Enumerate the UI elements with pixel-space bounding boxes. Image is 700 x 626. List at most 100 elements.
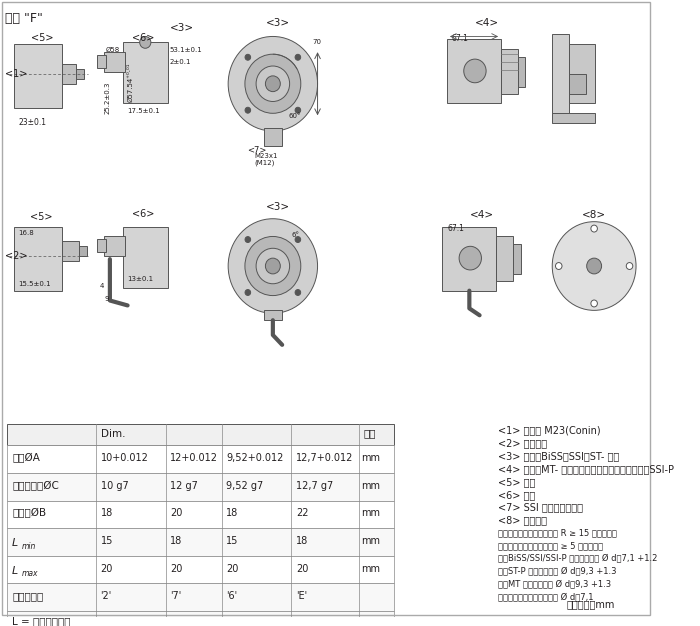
Bar (8, 473, 394, 501)
Circle shape (552, 222, 636, 310)
Text: max: max (22, 570, 38, 578)
Text: 25.2±0.3: 25.2±0.3 (104, 82, 111, 115)
Text: 使用BiSS/SSI/SSI-P 接口时的电缆 Ø d：7,1 +1.2: 使用BiSS/SSI/SSI-P 接口时的电缆 Ø d：7,1 +1.2 (498, 554, 657, 563)
Text: min: min (22, 542, 36, 551)
Text: 10+0.012: 10+0.012 (101, 453, 148, 463)
Text: <7>: <7> (247, 146, 266, 155)
Circle shape (626, 262, 633, 269)
Text: 20: 20 (170, 508, 183, 518)
Text: L: L (12, 538, 18, 548)
Text: <4> 接口；MT- 并行（仅适用电缆）、现场总线、SSI-P: <4> 接口；MT- 并行（仅适用电缆）、现场总线、SSI-P (498, 464, 674, 474)
Text: mm: mm (361, 453, 380, 463)
Text: mm: mm (361, 536, 380, 546)
Text: 盲轴ØA: 盲轴ØA (12, 453, 40, 463)
Bar (97, 55, 106, 68)
Circle shape (245, 54, 251, 60)
Bar (569, 44, 595, 103)
Bar (104, 237, 125, 256)
Circle shape (295, 107, 301, 113)
Text: '2': '2' (101, 591, 112, 601)
Text: 'E': 'E' (296, 591, 307, 601)
Text: <7> SSI 可选括号内的值: <7> SSI 可选括号内的值 (498, 503, 583, 513)
Text: 9,52 g7: 9,52 g7 (226, 481, 263, 491)
Text: 12+0.012: 12+0.012 (170, 453, 218, 463)
Text: 20: 20 (101, 563, 113, 573)
Text: 53.1±0.1: 53.1±0.1 (169, 48, 202, 53)
Circle shape (256, 249, 290, 284)
Circle shape (265, 258, 280, 274)
Text: 13±0.1: 13±0.1 (127, 276, 154, 282)
Text: <8> 客户端面: <8> 客户端面 (498, 515, 547, 525)
Text: 盲轴 "F": 盲轴 "F" (5, 12, 43, 25)
Text: 2±0.1: 2±0.1 (169, 59, 191, 65)
Text: 70: 70 (312, 39, 321, 46)
Circle shape (265, 76, 280, 91)
Bar (8, 583, 394, 611)
Bar (8, 611, 394, 626)
Circle shape (245, 290, 251, 295)
Text: 67.1: 67.1 (447, 223, 464, 233)
Text: <6>: <6> (132, 209, 155, 219)
Text: L: L (12, 565, 18, 575)
Bar (8, 445, 394, 473)
Text: 12,7+0.012: 12,7+0.012 (296, 453, 354, 463)
Text: <4>: <4> (475, 18, 499, 28)
Bar (552, 34, 569, 113)
Bar (263, 310, 282, 321)
Bar (8, 556, 394, 583)
Bar (123, 227, 167, 288)
Text: <5> 轴向: <5> 轴向 (498, 477, 536, 487)
Circle shape (228, 218, 318, 313)
Text: 16.8: 16.8 (19, 230, 34, 235)
Text: mm: mm (361, 563, 380, 573)
Circle shape (295, 237, 301, 242)
Text: <8>: <8> (582, 210, 606, 220)
Bar (496, 237, 513, 281)
Bar (62, 242, 79, 261)
Bar (8, 424, 394, 445)
Text: <1>: <1> (5, 69, 27, 79)
Text: '6': '6' (226, 591, 237, 601)
Bar (104, 52, 125, 72)
Text: 22: 22 (296, 508, 309, 518)
Text: <3>: <3> (265, 202, 290, 212)
Bar (501, 49, 518, 94)
Text: 18: 18 (296, 536, 309, 546)
Text: 20: 20 (170, 563, 183, 573)
Bar (518, 57, 525, 87)
Circle shape (245, 54, 301, 113)
Text: <3>: <3> (265, 18, 290, 28)
Text: <3> 接口：BiSS、SSI、ST- 并行: <3> 接口：BiSS、SSI、ST- 并行 (498, 451, 620, 461)
Text: 67.1: 67.1 (452, 34, 468, 43)
Text: mm: mm (361, 508, 380, 518)
Text: mm: mm (361, 481, 380, 491)
Bar (62, 64, 76, 84)
Bar (552, 113, 595, 123)
Bar (8, 528, 394, 556)
Text: 9: 9 (104, 295, 108, 302)
Bar (79, 246, 87, 256)
Text: 弹性安装时的电缆弯曲半径 R ≥ 15 倍电缆直径: 弹性安装时的电缆弯曲半径 R ≥ 15 倍电缆直径 (498, 528, 617, 537)
Text: 10 g7: 10 g7 (101, 481, 128, 491)
Text: 20: 20 (296, 563, 309, 573)
Circle shape (245, 237, 251, 242)
Circle shape (587, 258, 601, 274)
Text: <6> 径向: <6> 径向 (498, 490, 536, 500)
Text: 使用MT 接口时的电缆 Ø d：9,3 +1.3: 使用MT 接口时的电缆 Ø d：9,3 +1.3 (498, 579, 611, 588)
Text: 12 g7: 12 g7 (170, 481, 198, 491)
Text: <5>: <5> (31, 33, 53, 43)
Circle shape (256, 66, 290, 101)
Text: 18: 18 (101, 508, 113, 518)
Text: 15: 15 (101, 536, 113, 546)
Text: 17.5±0.1: 17.5±0.1 (127, 108, 160, 115)
Bar (263, 128, 282, 146)
Circle shape (591, 300, 597, 307)
Circle shape (245, 107, 251, 113)
Text: '7': '7' (170, 591, 182, 601)
Circle shape (245, 237, 301, 295)
Text: <4>: <4> (470, 210, 494, 220)
Circle shape (295, 54, 301, 60)
Text: 9,52+0.012: 9,52+0.012 (226, 453, 284, 463)
Text: <2>: <2> (5, 251, 27, 261)
Text: 60°: 60° (288, 113, 301, 120)
